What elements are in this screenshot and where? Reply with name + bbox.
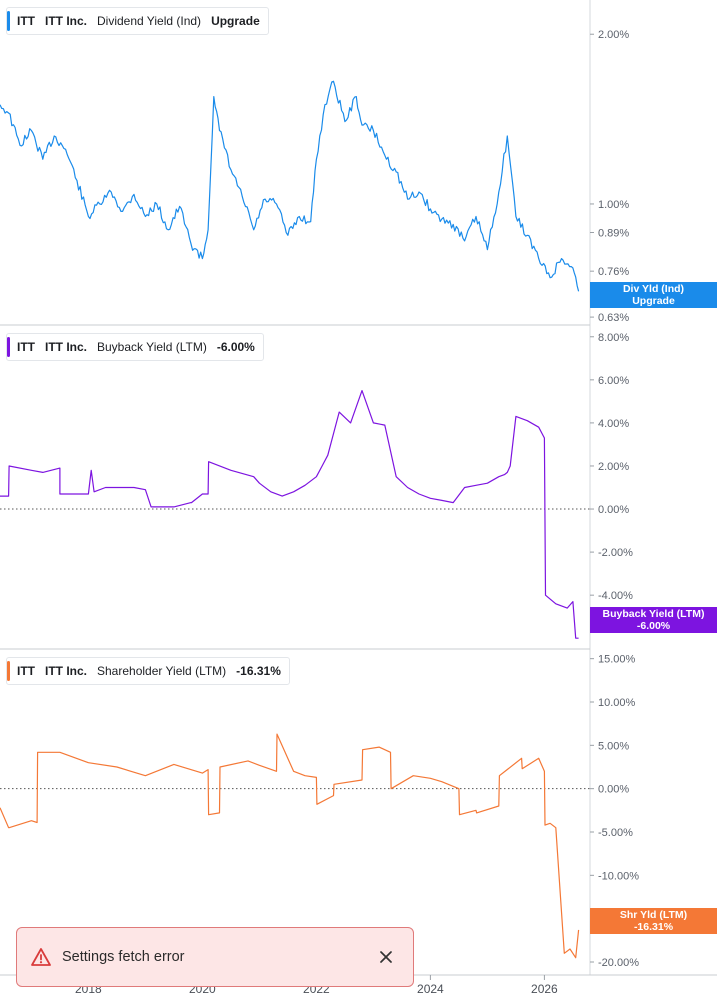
y-tick-label: -5.00% [598, 827, 633, 839]
series-line [0, 390, 579, 639]
close-icon[interactable] [377, 948, 395, 966]
y-tick-label: 15.00% [598, 654, 636, 666]
legend-dividend-yield[interactable]: ITT ITT Inc. Dividend Yield (Ind) Upgrad… [6, 7, 269, 35]
legend-ticker: ITT [17, 340, 35, 354]
y-tick-label: 4.00% [598, 418, 629, 430]
series-line [0, 80, 580, 292]
legend-company: ITT Inc. [45, 340, 87, 354]
error-message: Settings fetch error [62, 949, 185, 965]
value-tag-label: Buyback Yield (LTM) [602, 608, 705, 620]
y-tick-label: 5.00% [598, 740, 629, 752]
value-tag-value: -16.31% [633, 921, 674, 933]
value-tag-label: Div Yld (Ind) [622, 283, 685, 295]
legend-value[interactable]: Upgrade [211, 14, 260, 28]
y-tick-label: -4.00% [598, 590, 633, 602]
error-toast: Settings fetch error [16, 927, 414, 987]
y-tick-label: 1.00% [598, 199, 629, 211]
legend-value: -6.00% [216, 340, 255, 354]
y-tick-label: 0.00% [598, 504, 629, 516]
y-tick-label: 0.89% [598, 227, 629, 239]
warning-icon [31, 948, 51, 966]
y-tick-label: 2.00% [598, 461, 629, 473]
series-swatch [7, 337, 10, 357]
legend-metric: Buyback Yield (LTM) [97, 340, 207, 354]
y-tick-label: -20.00% [598, 957, 639, 969]
y-tick-label: 10.00% [598, 697, 636, 709]
series-swatch [7, 661, 10, 681]
y-tick-label: 8.00% [598, 332, 629, 344]
legend-ticker: ITT [17, 14, 35, 28]
y-tick-label: 6.00% [598, 375, 629, 387]
series-swatch [7, 11, 10, 31]
y-tick-label: 0.00% [598, 784, 629, 796]
value-tag-value: -6.00% [636, 620, 671, 632]
value-tag-label: Shr Yld (LTM) [619, 909, 688, 921]
legend-company: ITT Inc. [45, 14, 87, 28]
value-tag-buyback-yield: Buyback Yield (LTM) -6.00% [590, 607, 717, 633]
y-tick-label: 2.00% [598, 29, 629, 41]
series-line [0, 733, 580, 959]
value-tag-dividend-yield: Div Yld (Ind) Upgrade [590, 282, 717, 308]
x-tick-label: 2024 [417, 982, 444, 996]
legend-ticker: ITT [17, 664, 35, 678]
value-tag-shareholder-yield: Shr Yld (LTM) -16.31% [590, 908, 717, 934]
y-tick-label: -2.00% [598, 547, 633, 559]
y-tick-label: 0.63% [598, 312, 629, 324]
legend-buyback-yield[interactable]: ITT ITT Inc. Buyback Yield (LTM) -6.00% [6, 333, 264, 361]
value-tag-value: Upgrade [632, 295, 675, 307]
legend-metric: Shareholder Yield (LTM) [97, 664, 227, 678]
legend-metric: Dividend Yield (Ind) [97, 14, 202, 28]
legend-value: -16.31% [236, 664, 281, 678]
y-tick-label: 0.76% [598, 266, 629, 278]
x-tick-label: 2026 [531, 982, 558, 996]
y-tick-label: -10.00% [598, 870, 639, 882]
legend-company: ITT Inc. [45, 664, 87, 678]
legend-shareholder-yield[interactable]: ITT ITT Inc. Shareholder Yield (LTM) -16… [6, 657, 290, 685]
